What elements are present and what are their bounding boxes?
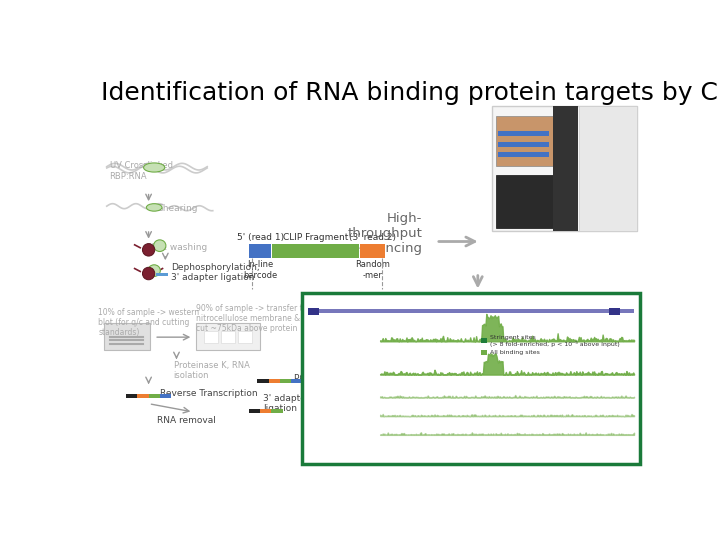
Bar: [104, 322, 150, 349]
Bar: [160, 394, 171, 399]
Bar: [481, 339, 487, 343]
Bar: [271, 409, 282, 413]
Text: 105,770,000: 105,770,000: [386, 299, 425, 303]
Text: 5 -: 5 -: [307, 363, 315, 368]
Bar: [498, 152, 549, 157]
Text: Data processing &
peak calling: Data processing & peak calling: [492, 292, 614, 320]
Bar: [302, 294, 639, 464]
Text: PCR amplify: PCR amplify: [294, 374, 348, 383]
Bar: [272, 244, 359, 258]
Bar: [496, 176, 572, 228]
Bar: [258, 379, 269, 383]
Ellipse shape: [143, 163, 165, 172]
Bar: [260, 409, 271, 413]
Text: P: RBFOX2 motif (TGCATG): P: RBFOX2 motif (TGCATG): [441, 314, 526, 320]
Bar: [269, 379, 280, 383]
Bar: [196, 322, 260, 349]
Ellipse shape: [153, 240, 166, 252]
Ellipse shape: [143, 267, 155, 280]
Bar: [156, 273, 168, 275]
Text: All binding sites: All binding sites: [490, 349, 539, 355]
Ellipse shape: [143, 244, 155, 256]
Text: IgG (293T): IgG (293T): [307, 429, 348, 438]
Text: 0: 0: [307, 418, 311, 423]
Text: chr10: chr10: [324, 299, 342, 303]
Bar: [280, 379, 291, 383]
Bar: [291, 379, 302, 383]
Text: Input (293T) rep1: Input (293T) rep1: [307, 410, 375, 419]
Text: Shearing: Shearing: [157, 204, 197, 213]
Text: 5 -: 5 -: [307, 388, 315, 394]
Bar: [204, 331, 218, 343]
Text: High-
throughput
sequencing: High- throughput sequencing: [345, 212, 422, 255]
Text: 5 -: 5 -: [307, 407, 315, 412]
Text: 5' (read 1): 5' (read 1): [237, 233, 284, 241]
Text: 5 -: 5 -: [307, 330, 315, 335]
Bar: [249, 244, 271, 258]
Text: 105,775,000: 105,775,000: [542, 299, 581, 303]
Bar: [148, 394, 160, 399]
Text: Stringent sites
(> 8 fold-enriched, p < 10⁻⁵ above input): Stringent sites (> 8 fold-enriched, p < …: [490, 335, 619, 347]
Ellipse shape: [148, 265, 161, 276]
Text: 10% of sample -> western
blot (for q/c and cutting
standards): 10% of sample -> western blot (for q/c a…: [99, 308, 199, 338]
Text: 0: 0: [307, 437, 311, 442]
Bar: [238, 331, 252, 343]
Ellipse shape: [146, 204, 162, 211]
Text: RNA removal: RNA removal: [157, 416, 216, 425]
Text: 0: 0: [307, 400, 311, 404]
Bar: [492, 106, 637, 231]
Text: In-line
barcode: In-line barcode: [243, 260, 277, 280]
Text: 3' adapter
ligation: 3' adapter ligation: [263, 394, 310, 414]
Text: IP & washing: IP & washing: [148, 243, 207, 252]
Text: (RPM): (RPM): [307, 326, 325, 330]
Text: Dephosphorylation,
3' adapter ligation: Dephosphorylation, 3' adapter ligation: [171, 263, 259, 282]
Bar: [221, 331, 235, 343]
Text: Reverse Transcription: Reverse Transcription: [160, 389, 257, 398]
Text: RBFOX2 (293T) rep1: RBFOX2 (293T) rep1: [307, 368, 385, 377]
Bar: [579, 106, 637, 231]
Text: UV Crosslinked
RBP:RNA: UV Crosslinked RBP:RNA: [109, 161, 173, 180]
Bar: [307, 308, 319, 315]
Bar: [126, 394, 138, 399]
Text: 0: 0: [307, 343, 311, 348]
Bar: [609, 308, 620, 315]
Bar: [360, 244, 385, 258]
Bar: [496, 116, 572, 166]
Text: Input (293T) rep2: Input (293T) rep2: [307, 392, 375, 400]
Bar: [553, 106, 578, 231]
Text: CLIP Fragment: CLIP Fragment: [283, 233, 348, 241]
Bar: [498, 141, 549, 147]
Text: Random
-mer: Random -mer: [355, 260, 390, 280]
Text: (3' read 2): (3' read 2): [349, 233, 396, 241]
Text: RBFOX2 (293T) rep2: RBFOX2 (293T) rep2: [307, 335, 385, 344]
Text: 5 -: 5 -: [307, 426, 315, 431]
Bar: [481, 349, 487, 355]
Text: 0: 0: [307, 377, 311, 382]
Bar: [249, 409, 260, 413]
Text: 90% of sample -> transfer to
nitrocellulose membrane &
cut ~75kDa above protein: 90% of sample -> transfer to nitrocellul…: [196, 303, 307, 333]
Bar: [138, 394, 148, 399]
Text: Proteinase K, RNA
isolation: Proteinase K, RNA isolation: [174, 361, 250, 380]
Text: Identification of RNA binding protein targets by CLIP-seq: Identification of RNA binding protein ta…: [101, 82, 720, 105]
Bar: [307, 309, 634, 313]
Text: SLK: SLK: [336, 302, 353, 311]
Bar: [498, 131, 549, 136]
